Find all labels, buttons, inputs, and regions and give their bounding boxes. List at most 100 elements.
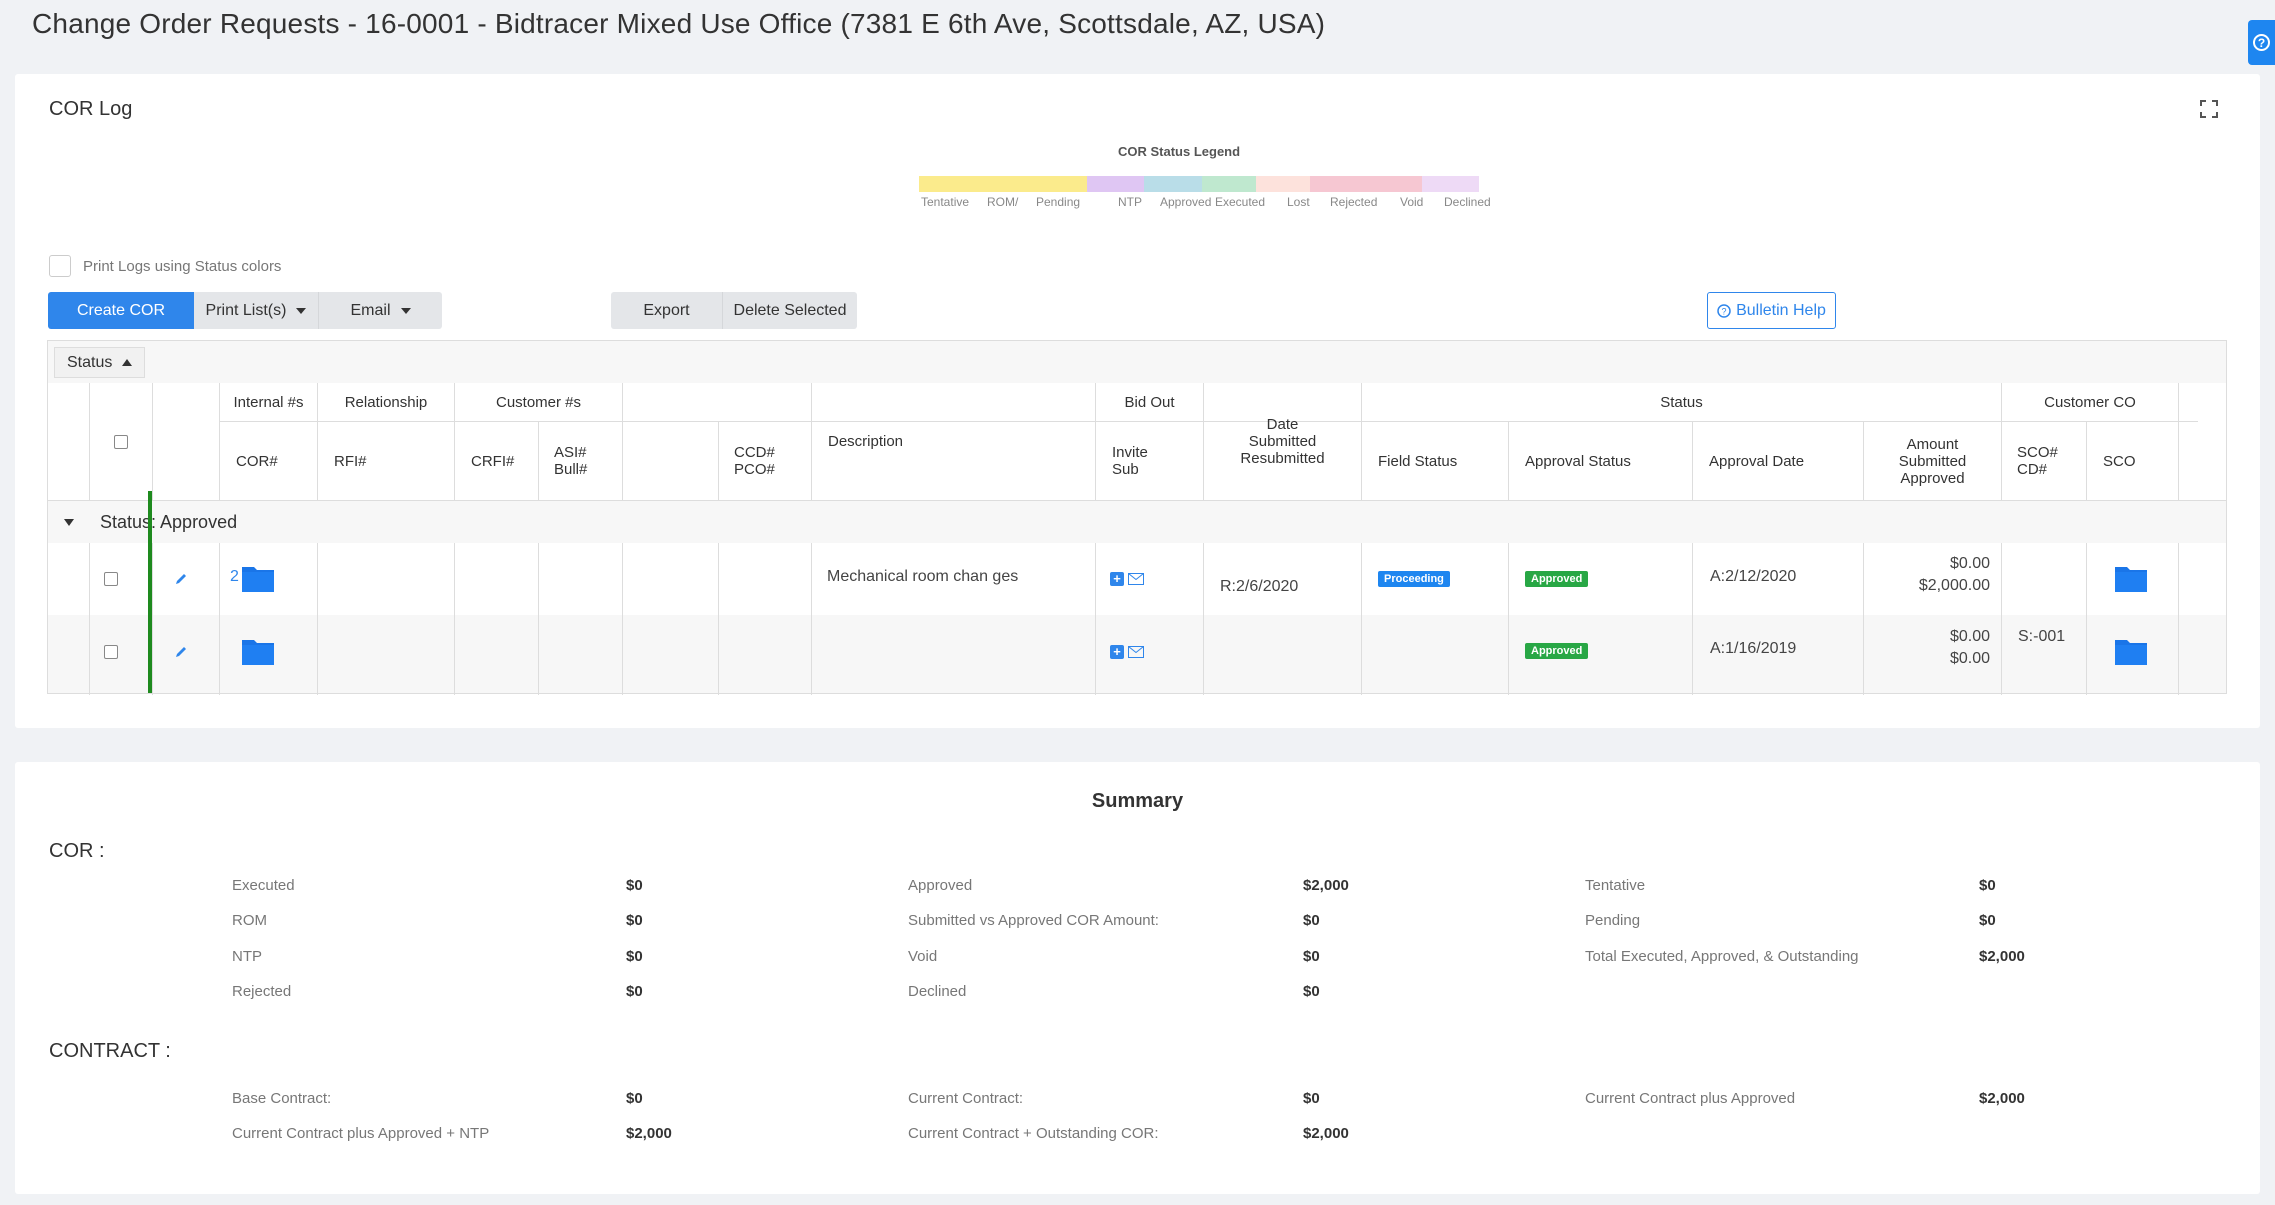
print-lists-button[interactable]: Print List(s)	[194, 292, 318, 329]
print-status-colors-label: Print Logs using Status colors	[83, 257, 282, 275]
amount-submitted: $0.00	[1949, 628, 1990, 645]
summary-label: NTP	[232, 948, 262, 965]
header-sco-cd[interactable]: SCO# CD#	[2002, 422, 2086, 500]
chevron-down-icon	[296, 307, 307, 314]
select-all[interactable]	[90, 383, 152, 500]
legend-label: Approved	[1160, 195, 1212, 209]
help-icon: ?	[2253, 34, 2270, 51]
summary-value: $0	[626, 877, 643, 894]
export-button[interactable]: Export	[611, 292, 722, 329]
header-asi-bull[interactable]: ASI# Bull#	[539, 422, 622, 500]
summary-label: Current Contract + Outstanding COR:	[908, 1125, 1159, 1142]
summary-label: Submitted vs Approved COR Amount:	[908, 912, 1159, 929]
svg-text:?: ?	[1722, 306, 1727, 316]
folder-icon[interactable]	[2114, 563, 2148, 593]
header-pco: PCO#	[734, 461, 775, 478]
summary-value: $0	[1303, 1090, 1320, 1107]
legend-label: Declined	[1444, 195, 1491, 209]
header-cor-num[interactable]: COR#	[236, 452, 278, 470]
row-checkbox[interactable]	[104, 572, 118, 586]
group-by-status-chip[interactable]: Status	[54, 347, 145, 378]
chevron-down-icon	[400, 307, 411, 314]
header-invite-sub[interactable]: Invite Sub	[1096, 422, 1203, 500]
folder-icon[interactable]	[241, 563, 275, 593]
header-ccd-pco[interactable]: CCD# PCO#	[719, 422, 811, 500]
mail-icon[interactable]	[1128, 646, 1144, 658]
mail-icon[interactable]	[1128, 573, 1144, 585]
field-status-badge: Proceeding	[1378, 571, 1450, 587]
contract-section-heading: CONTRACT :	[49, 1040, 171, 1062]
summary-label: Void	[908, 948, 938, 965]
legend-swatch-void	[1368, 176, 1422, 192]
folder-icon[interactable]	[2114, 636, 2148, 666]
header-customer-co-group: Customer CO	[2044, 393, 2136, 411]
header-approval-date[interactable]: Approval Date	[1709, 452, 1805, 470]
expand-icon[interactable]	[2200, 100, 2218, 118]
legend-swatch-rejected	[1310, 176, 1368, 192]
edit-pencil-icon[interactable]	[174, 572, 188, 586]
status-color-bar	[148, 491, 152, 693]
header-field-status[interactable]: Field Status	[1378, 452, 1458, 470]
header-date-line2: Submitted	[1248, 433, 1317, 450]
print-status-colors[interactable]: Print Logs using Status colors	[49, 255, 281, 277]
header-rfi[interactable]: RFI#	[334, 452, 367, 470]
summary-label: Approved	[908, 877, 973, 894]
delete-selected-button[interactable]: Delete Selected	[722, 292, 857, 329]
header-date-line1: Date	[1266, 416, 1299, 433]
row-checkbox[interactable]	[104, 645, 118, 659]
print-status-colors-checkbox[interactable]	[49, 255, 71, 277]
legend-label: Executed	[1215, 195, 1266, 209]
amount-submitted: $0.00	[1949, 555, 1990, 572]
summary-value: $2,000	[1979, 948, 2025, 965]
invite-plus-icon[interactable]: +	[1110, 572, 1124, 586]
legend-swatch-tentative	[919, 176, 971, 192]
summary-panel: Summary COR : Executed $0 ROM $0 NTP $0 …	[15, 762, 2260, 1194]
summary-label: Pending	[1585, 912, 1641, 929]
header-approval-status[interactable]: Approval Status	[1525, 452, 1631, 470]
sort-asc-icon	[122, 359, 133, 366]
summary-value: $2,000	[1303, 1125, 1349, 1142]
group-label: Status: Approved	[100, 511, 238, 532]
summary-value: $0	[1979, 912, 1996, 929]
header-bull: Bull#	[554, 461, 588, 478]
collapse-icon[interactable]	[64, 518, 74, 526]
legend-label: ROM/	[987, 195, 1019, 209]
create-cor-button[interactable]: Create COR	[48, 292, 194, 329]
summary-value: $2,000	[1979, 1090, 2025, 1107]
legend-label: NTP	[1118, 195, 1142, 209]
header-amount[interactable]: Amount Submitted Approved	[1864, 422, 2001, 500]
create-cor-label: Create COR	[76, 301, 166, 319]
summary-label: Declined	[908, 983, 967, 1000]
header-description[interactable]: Description	[828, 433, 904, 450]
legend-swatch-approved	[1144, 176, 1202, 192]
email-button[interactable]: Email	[318, 292, 442, 329]
page-title: Change Order Requests - 16-0001 - Bidtra…	[32, 8, 1326, 39]
summary-label: Tentative	[1585, 877, 1646, 894]
header-sco[interactable]: SCO	[2103, 452, 2136, 470]
group-row-approved[interactable]: Status: Approved	[48, 501, 2226, 543]
header-amount-line2: Submitted	[1898, 452, 1967, 470]
edit-pencil-icon[interactable]	[174, 645, 188, 659]
header-bidout-group: Bid Out	[1124, 393, 1175, 411]
header-amount-line1: Amount	[1906, 435, 1959, 453]
status-legend-bar	[919, 176, 1479, 192]
invite-plus-icon[interactable]: +	[1110, 645, 1124, 659]
header-relationship-group: Relationship	[344, 393, 428, 411]
description-cell: Mechanical room chan ges	[827, 568, 1019, 585]
help-button[interactable]: ?	[2248, 20, 2275, 65]
select-all-checkbox[interactable]	[114, 434, 128, 449]
summary-label: ROM	[232, 912, 267, 929]
cor-number-link[interactable]: 2	[230, 568, 239, 585]
summary-value: $0	[626, 983, 643, 1000]
legend-swatch-lost	[1256, 176, 1310, 192]
summary-label: Current Contract plus Approved	[1585, 1090, 1796, 1107]
folder-icon[interactable]	[241, 636, 275, 666]
header-date[interactable]: Date Submitted Resubmitted	[1204, 383, 1361, 500]
summary-title: Summary	[1091, 790, 1184, 812]
bulletin-help-button[interactable]: ? Bulletin Help	[1707, 292, 1836, 329]
summary-label: Executed	[232, 877, 295, 894]
header-asi: ASI#	[554, 444, 587, 461]
sco-number-cell: S:-001	[2018, 628, 2066, 645]
header-sub: Sub	[1112, 461, 1139, 478]
header-crfi[interactable]: CRFI#	[471, 452, 515, 470]
